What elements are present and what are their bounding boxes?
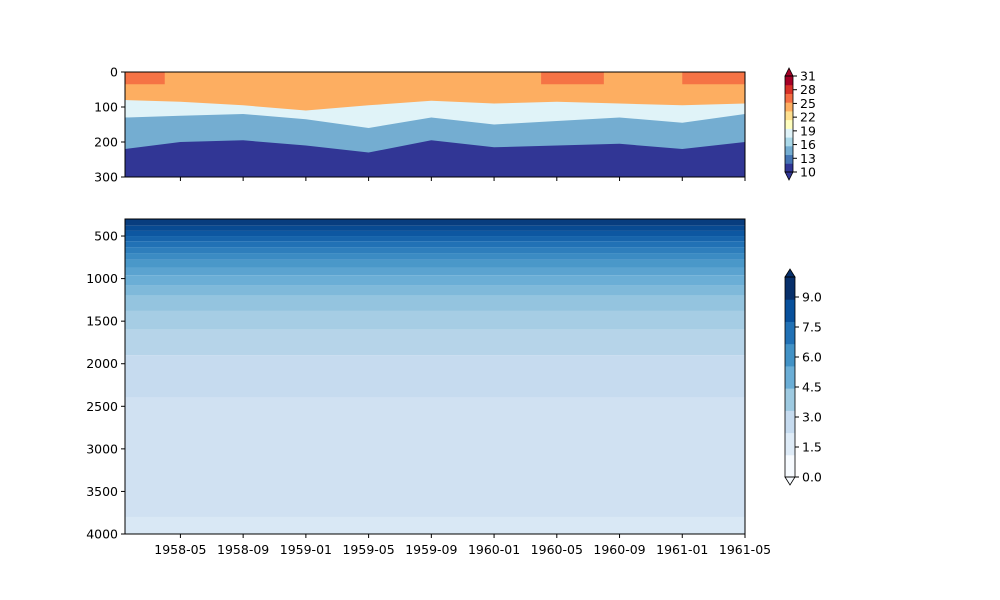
colorbar-segment <box>785 163 793 173</box>
colorbar-tick-label: 31 <box>800 69 816 84</box>
colorbar-segment <box>785 154 793 164</box>
bottom-contour-band <box>125 219 745 226</box>
bottom-contour-band <box>125 241 745 248</box>
bottom-x-tick-label: 1960-01 <box>468 542 520 557</box>
colorbar-segment <box>785 277 795 300</box>
colorbar-segment <box>785 145 793 156</box>
colorbar-tick-label: 13 <box>800 151 816 166</box>
colorbar-segment <box>785 84 793 94</box>
bottom-contour-band <box>125 329 745 356</box>
colorbar-tick-label: 10 <box>800 165 816 180</box>
bottom-contour-band <box>125 397 745 517</box>
top-contour-panel: 0 100 200 300 <box>94 65 746 185</box>
bottom-x-tick-label: 1959-09 <box>405 542 457 557</box>
bottom-y-tick-label: 1500 <box>86 314 118 329</box>
colorbar-segment <box>785 76 793 86</box>
colorbar-tick-label: 9.0 <box>802 290 822 305</box>
bottom-contour-band <box>125 236 745 242</box>
colorbar-tick-label: 28 <box>800 82 816 97</box>
bottom-contour-band <box>125 267 745 276</box>
colorbar-extend-min <box>784 476 796 486</box>
colorbar-segment <box>785 432 795 456</box>
colorbar-segment <box>785 93 793 103</box>
top-warm-patch <box>125 72 165 85</box>
bottom-contour-band <box>125 225 745 231</box>
bottom-y-tick-label: 4000 <box>86 527 118 542</box>
bottom-contour-band <box>125 253 745 260</box>
bottom-y-tick-label: 3500 <box>86 484 118 499</box>
colorbar-tick-label: 22 <box>800 110 816 125</box>
bottom-y-tick-label: 2000 <box>86 356 118 371</box>
top-y-tick-label: 0 <box>110 65 118 80</box>
colorbar-frame <box>784 276 796 478</box>
colorbar-segment <box>785 388 795 411</box>
colorbar-segment <box>785 299 795 322</box>
bottom-y-tick-label: 2500 <box>86 399 118 414</box>
colorbar-segment <box>785 137 793 147</box>
bottom-contour-panel: 500 1000 1500 2000 2500 3000 3500 4000 1958-05 1… <box>86 218 771 557</box>
colorbar-segment <box>785 343 795 367</box>
colorbar-tick-label: 6.0 <box>802 350 822 365</box>
colorbar-segment <box>785 119 793 129</box>
bottom-x-tick-label: 1958-05 <box>154 542 206 557</box>
bottom-contour-band <box>125 516 745 534</box>
bottom-contour-band <box>125 247 745 254</box>
colorbar-segment <box>785 321 795 345</box>
colorbar-segment <box>785 454 795 478</box>
colorbar-segment <box>785 128 793 138</box>
colorbar-tick-label: 7.5 <box>802 320 822 335</box>
bottom-x-tick-label: 1958-09 <box>217 542 269 557</box>
bottom-x-tick-label: 1961-05 <box>719 542 771 557</box>
top-warm-patch <box>541 72 604 85</box>
bottom-x-tick-label: 1960-09 <box>593 542 645 557</box>
colorbar-extend-max <box>784 67 794 77</box>
colorbar-segment <box>785 110 793 121</box>
bottom-contour-band <box>125 285 745 296</box>
colorbar-tick-label: 19 <box>800 123 816 138</box>
bottom-y-tick-label: 3000 <box>86 441 118 456</box>
top-y-tick-label: 100 <box>94 100 118 115</box>
bottom-contour-band <box>125 259 745 268</box>
top-plot-frame <box>124 71 746 178</box>
top-y-tick-label: 300 <box>94 170 118 185</box>
top-y-tick-label: 200 <box>94 135 118 150</box>
colorbar-tick-label: 25 <box>800 96 816 111</box>
colorbar-extend-max <box>784 268 796 278</box>
bottom-contour-band <box>125 355 745 398</box>
bottom-x-tick-label: 1959-01 <box>280 542 332 557</box>
colorbar-tick-label: 0.0 <box>802 470 822 485</box>
colorbar-segment <box>785 410 795 434</box>
bottom-x-tick-label: 1959-05 <box>342 542 394 557</box>
bottom-contour-band <box>125 275 745 286</box>
bottom-x-tick-label: 1960-05 <box>531 542 583 557</box>
bottom-contour-band <box>125 230 745 237</box>
bottom-plot-frame <box>124 218 746 535</box>
colorbar-tick-label: 3.0 <box>802 410 822 425</box>
bottom-y-tick-label: 500 <box>94 229 118 244</box>
bottom-y-tick-label: 1000 <box>86 271 118 286</box>
colorbar-segment <box>785 365 795 389</box>
colorbar-extend-min <box>784 171 794 181</box>
bottom-colorbar: 0.0 1.5 3.0 4.5 6.0 7.5 9.0 <box>784 268 822 486</box>
colorbar-frame <box>784 75 794 173</box>
top-warm-patch <box>682 72 745 85</box>
bottom-contour-band <box>125 310 745 330</box>
colorbar-segment <box>785 102 793 112</box>
bottom-contour-band <box>125 295 745 311</box>
bottom-x-tick-label: 1961-01 <box>656 542 708 557</box>
colorbar-tick-label: 16 <box>800 137 816 152</box>
colorbar-tick-label: 4.5 <box>802 380 822 395</box>
colorbar-tick-label: 1.5 <box>802 440 822 455</box>
